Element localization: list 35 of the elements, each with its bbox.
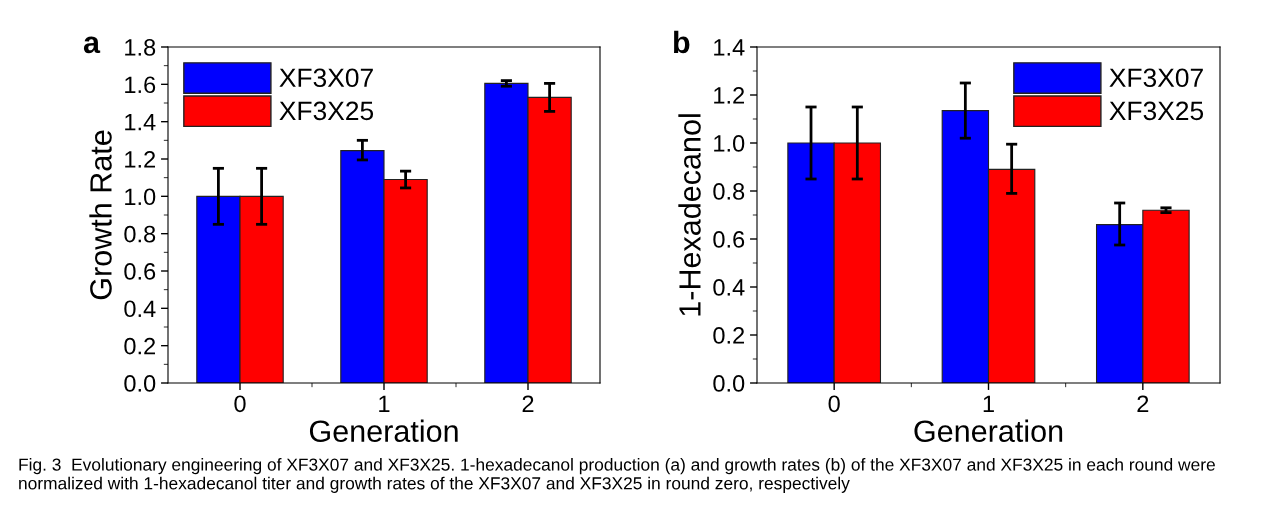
y-tick-label: 0.6 (713, 231, 745, 248)
y-tick-label: 1.4 (125, 113, 156, 131)
legend-label: XF3X25 (1109, 101, 1204, 121)
y-tick-label: 1.8 (125, 39, 156, 56)
y-tick-label: 0.4 (124, 300, 156, 318)
y-tick-label: 0.2 (124, 337, 156, 355)
x-tick-label: 2 (522, 395, 534, 412)
y-tick-label: 1.0 (125, 188, 156, 206)
x-tick-label: 1 (379, 395, 390, 412)
y-tick-label: 0.0 (713, 375, 745, 392)
y-axis-title: Growth Rate (89, 130, 112, 300)
y-tick-label: 0.0 (124, 375, 156, 392)
legend-label: XF3X07 (279, 68, 373, 88)
y-tick-label: 0.8 (124, 225, 156, 243)
text: a (83, 36, 101, 54)
y-tick-label: 0.8 (713, 183, 745, 200)
x-tick-label: 0 (234, 395, 246, 413)
legend-label: XF3X07 (1109, 68, 1203, 88)
caption: Fig. 3 Evolutionary engineering of XF3X07 and XF3X25. 1-hexadecanol production (a) and growth rates (b) of the XF3X07 and XF3X25 in each round were normalized with 1-hexadecanol titer and growth rates of the XF3X07 and XF3X25 in round zero, respectively (19, 458, 1215, 493)
y-tick-label: 0.4 (713, 279, 745, 296)
text: b (674, 30, 690, 54)
y-tick-label: 1.2 (125, 151, 156, 168)
y-tick-label: 1.2 (714, 87, 745, 104)
y-axis-title: 1-Hexadecanol (678, 114, 701, 316)
y-tick-label: 1.4 (714, 39, 745, 56)
x-tick-label: 0 (828, 395, 840, 413)
y-tick-label: 1.6 (125, 76, 156, 94)
y-tick-label: 0.2 (713, 327, 745, 344)
y-tick-label: 0.6 (124, 263, 156, 280)
legend-label: XF3X25 (279, 101, 374, 121)
x-axis-title: Generation (309, 419, 458, 443)
x-tick-label: 2 (1137, 395, 1149, 412)
y-tick-label: 1.0 (714, 135, 745, 152)
x-tick-label: 1 (983, 395, 994, 412)
x-axis-title: Generation (914, 419, 1063, 443)
